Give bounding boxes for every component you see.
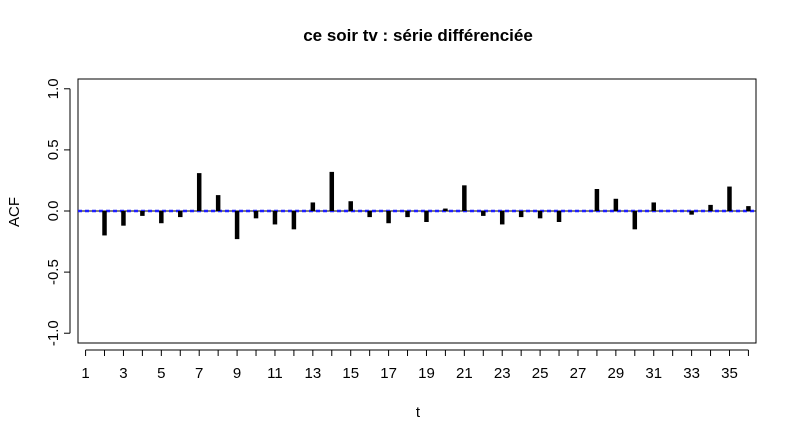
- x-tick-label: 35: [721, 365, 738, 382]
- x-tick-label: 7: [195, 365, 203, 382]
- x-tick-label: 9: [233, 365, 241, 382]
- y-tick-label: 0.5: [45, 139, 62, 160]
- x-tick-label: 23: [494, 365, 511, 382]
- plot-area: 1 3 5 7 9 11 13 15 17 19 21 23 25 27 29 31 33 35-1.0-0.50…: [45, 78, 757, 382]
- x-tick-label: 29: [608, 365, 625, 382]
- x-tick-label: 5: [157, 365, 165, 382]
- y-tick-label: -1.0: [45, 320, 62, 346]
- x-tick-label: 27: [570, 365, 587, 382]
- x-tick-label: 15: [342, 365, 359, 382]
- x-axis-label: t: [416, 404, 421, 421]
- x-tick-label: 1: [81, 365, 89, 382]
- y-tick-label: -0.5: [45, 259, 62, 285]
- x-tick-label: 25: [532, 365, 549, 382]
- y-tick-label: 1.0: [45, 78, 62, 99]
- x-tick-label: 33: [683, 365, 700, 382]
- x-tick-label: 11: [267, 365, 283, 382]
- chart-title: ce soir tv : série différenciée: [303, 26, 533, 45]
- x-tick-label: 13: [304, 365, 321, 382]
- x-tick-label: 31: [645, 365, 662, 382]
- x-tick-label: 3: [119, 365, 127, 382]
- x-tick-label: 19: [418, 365, 435, 382]
- x-tick-label: 21: [456, 365, 473, 382]
- y-tick-label: 0.0: [45, 201, 62, 222]
- y-axis-label: ACF: [6, 197, 23, 227]
- x-tick-label: 17: [380, 365, 397, 382]
